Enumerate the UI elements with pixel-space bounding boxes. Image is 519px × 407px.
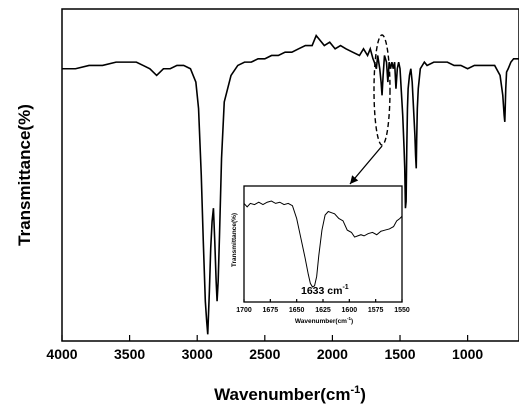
- inset-chart: 1700 1675 1650 1625 1600 1575 1550 1633 cm-1 W…: [231, 185, 410, 325]
- main-plot-frame: [61, 8, 519, 342]
- inset-y-axis-title: Transmittance(%): [231, 213, 238, 267]
- inset-peak-label-main: 1633 cm: [301, 285, 342, 297]
- inset-spectrum-line: [243, 200, 403, 288]
- main-x-tick-label-1000: 1000: [452, 346, 483, 362]
- inset-x-tick-label-1550: 1550: [394, 307, 410, 314]
- inset-x-tick-label-1625: 1625: [315, 307, 331, 314]
- main-x-tick-label-2500: 2500: [249, 346, 280, 362]
- inset-x-tick-label-1600: 1600: [342, 307, 358, 314]
- inset-x-tick-label-1700: 1700: [236, 307, 252, 314]
- inset-peak-label-sup: -1: [342, 284, 348, 291]
- main-x-tick-label-3000: 3000: [182, 346, 213, 362]
- x-axis-title: Wavenumber(cm-1): [214, 384, 366, 404]
- inset-x-tick-label-1650: 1650: [289, 307, 305, 314]
- inset-x-axis-title-sup: -1: [347, 316, 351, 321]
- y-axis-title: Transmittance(%): [15, 104, 34, 246]
- inset-x-ticks: [243, 299, 403, 302]
- x-axis-title-sup: -1: [350, 384, 360, 396]
- main-x-tick-label-3500: 3500: [114, 346, 145, 362]
- callout-arrow-line: [349, 145, 383, 185]
- main-x-tick-labels: 4000 3500 3000 2500 2000 1500 1000: [46, 346, 483, 362]
- inset-x-axis-title: Wavenumber(cm-1): [295, 316, 353, 325]
- main-x-tick-label-1500: 1500: [384, 346, 415, 362]
- inset-x-axis-title-main: Wavenumber(cm: [295, 318, 347, 325]
- inset-x-tick-label-1675: 1675: [263, 307, 279, 314]
- inset-x-axis-title-close: ): [351, 318, 353, 325]
- x-axis-title-main: Wavenumber(cm: [214, 385, 350, 404]
- inset-plot-frame: [243, 185, 403, 303]
- callout-arrow-head: [350, 175, 359, 184]
- main-x-tick-label-2000: 2000: [317, 346, 348, 362]
- inset-x-tick-labels: 1700 1675 1650 1625 1600 1575 1550: [236, 307, 410, 314]
- main-spectrum-line: [62, 34, 519, 335]
- inset-peak-label: 1633 cm-1: [301, 284, 349, 297]
- x-axis-title-close: ): [360, 385, 366, 404]
- inset-x-tick-label-1575: 1575: [368, 307, 384, 314]
- main-x-tick-label-4000: 4000: [46, 346, 77, 362]
- peak-highlight-ellipse: [373, 34, 391, 146]
- callout-arrow: [349, 145, 383, 185]
- main-x-ticks: [61, 335, 469, 341]
